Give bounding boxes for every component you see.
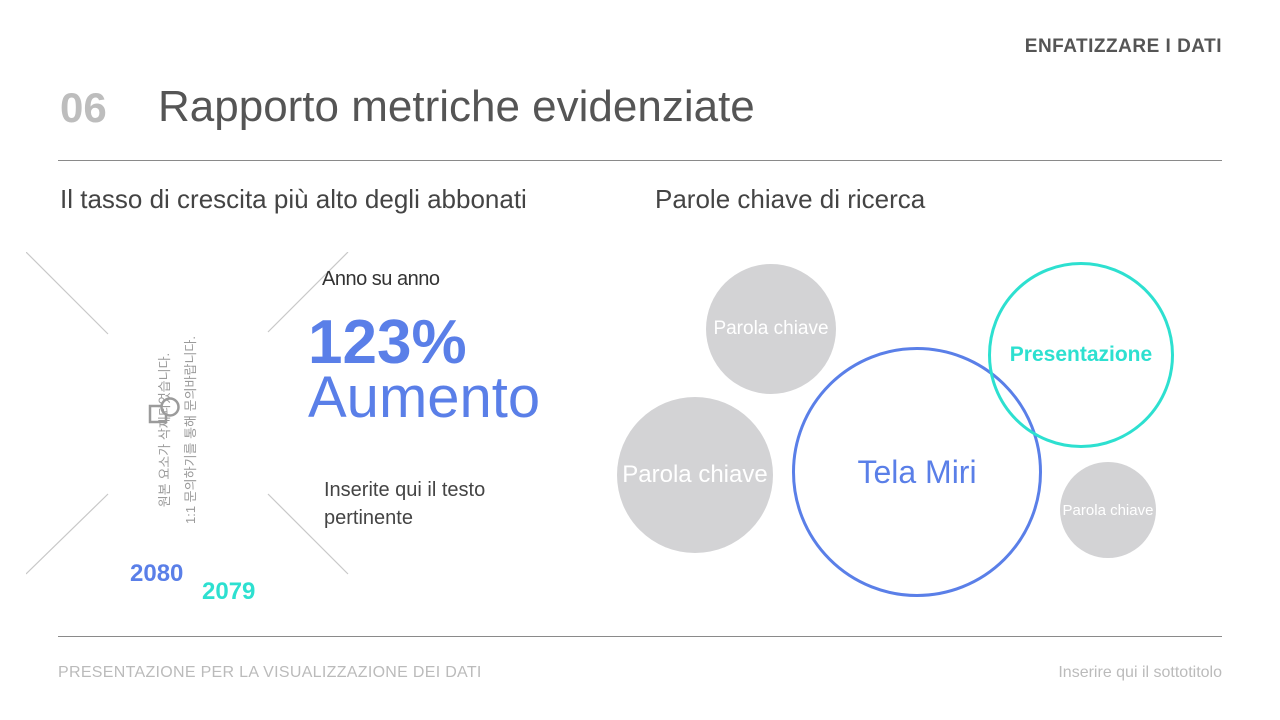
placeholder-notice-line1: 원본 요소가 삭제되었습니다. [157,352,172,508]
keyword-bubble-highlight: Presentazione [988,262,1174,448]
keyword-bubble: Parola chiave [706,264,836,394]
slide-number: 06 [60,84,107,131]
image-placeholder [26,252,349,575]
keyword-bubble-label: Presentazione [1009,343,1153,366]
footer-subtitle: Inserire qui il sottotitolo [1058,664,1222,681]
shapes-icon [148,397,180,424]
metric-label: Aumento [308,365,541,430]
metric-caption: Anno su anno [322,268,440,290]
metric-description: Inserite qui il testo pertinente [324,479,486,529]
footer-title: PRESENTAZIONE PER LA VISUALIZZAZIONE DEI… [58,664,482,681]
placeholder-notice: 원본 요소가 삭제되었습니다. 1:1 문의하기를 통해 문의바랍니다. [152,300,204,560]
keyword-bubble-label: Parola chiave [622,461,768,488]
year-label-a: 2080 [130,560,184,587]
left-subtitle: Il tasso di crescita più alto degli abbo… [60,184,527,214]
keyword-bubble: Parola chiave [617,397,773,553]
right-subtitle: Parole chiave di ricerca [655,184,926,214]
keyword-bubble-label: Tela Miri [857,453,977,490]
footer-divider [58,636,1222,637]
year-label-b: 2079 [202,578,256,605]
metric-value: 123% [308,308,467,377]
page-title: Rapporto metriche evidenziate [158,82,755,131]
keyword-bubble-main: Tela Miri [792,347,1042,597]
placeholder-notice-line2: 1:1 문의하기를 통해 문의바랍니다. [183,336,198,524]
keyword-bubble-label: Parola chiave [713,318,829,339]
header-divider [58,160,1222,161]
keyword-bubble: Parola chiave [1060,462,1156,558]
section-label: ENFATIZZARE I DATI [1024,36,1222,57]
keyword-bubble-label: Parola chiave [1062,501,1154,519]
